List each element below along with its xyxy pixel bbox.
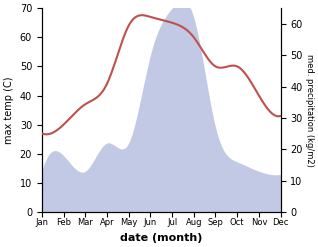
Y-axis label: med. precipitation (kg/m2): med. precipitation (kg/m2): [305, 54, 314, 166]
X-axis label: date (month): date (month): [120, 233, 203, 243]
Y-axis label: max temp (C): max temp (C): [4, 76, 14, 144]
